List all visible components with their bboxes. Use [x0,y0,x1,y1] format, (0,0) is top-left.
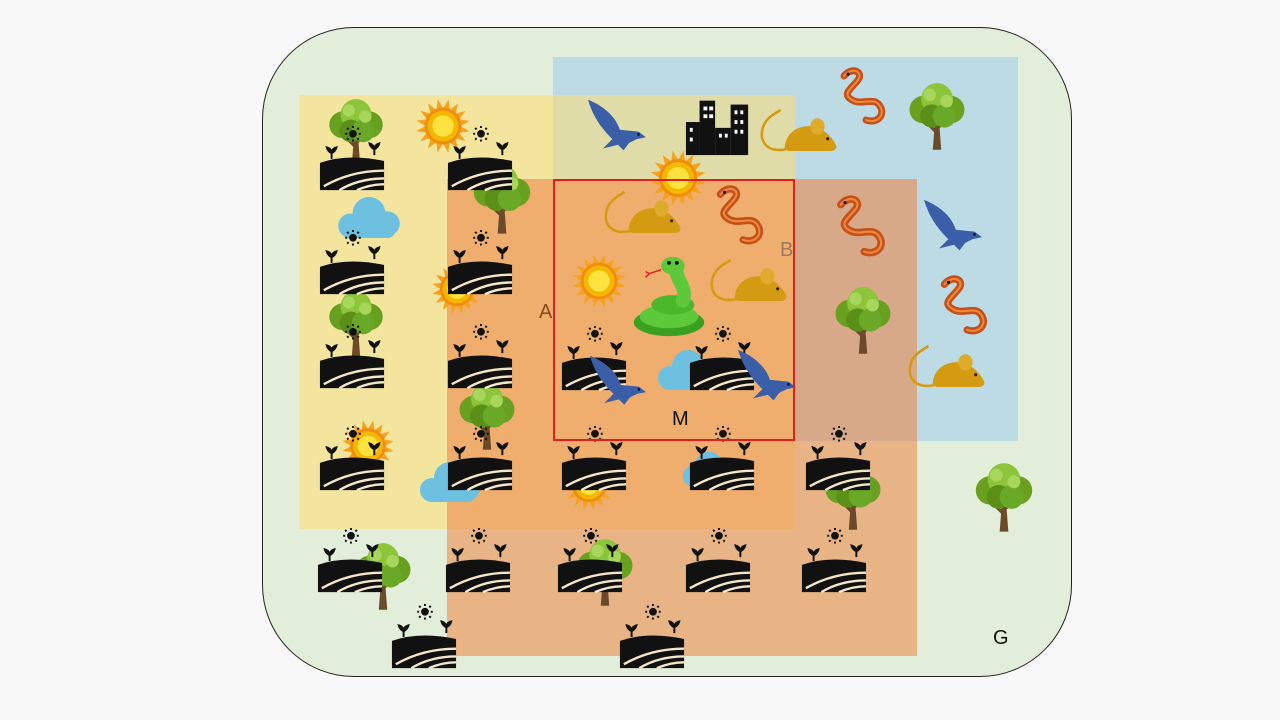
farm-field-icon [800,528,868,601]
sun-icon [648,148,708,213]
farm-field-icon [318,324,386,397]
tree-icon [320,96,392,173]
farm-field-icon [446,126,514,199]
tree-icon [826,284,900,363]
snake-icon [708,184,770,251]
bird-icon [734,348,800,409]
snake-icon [832,66,892,131]
sun-icon [414,97,472,160]
label-g: G [993,627,1009,649]
cloud-icon [328,195,410,245]
farm-field-icon [556,528,624,601]
region-m [553,179,795,441]
bird-icon [920,198,986,259]
green-snake-icon [624,254,712,347]
farm-field-icon [446,230,514,303]
label-b: B [780,239,794,261]
farm-field-icon [390,604,458,677]
tree-icon [320,288,392,365]
sun-icon [340,418,396,479]
snake-icon [932,274,994,341]
bird-icon [586,354,650,413]
farm-field-icon [316,528,384,601]
label-m: M [672,408,689,430]
farm-field-icon [688,426,756,499]
farm-field-icon [684,528,752,601]
farm-field-icon [444,528,512,601]
farm-field-icon [804,426,872,499]
farm-field-icon [560,426,628,499]
sun-icon [570,252,628,315]
mouse-icon [708,258,790,312]
mouse-icon [758,108,840,162]
snake-icon [828,194,892,263]
mouse-icon [602,190,684,244]
tree-icon [900,80,974,159]
farm-field-icon [318,126,386,199]
farm-field-icon [318,230,386,303]
farm-field-icon [446,426,514,499]
farm-field-icon [446,324,514,397]
tree-icon [966,460,1042,541]
city-buildings-icon [684,98,752,161]
farm-field-icon [618,604,686,677]
farm-field-icon [318,426,386,499]
mouse-icon [906,344,988,398]
tree-icon [450,380,524,459]
bird-icon [584,98,650,159]
label-a: A [539,301,553,323]
